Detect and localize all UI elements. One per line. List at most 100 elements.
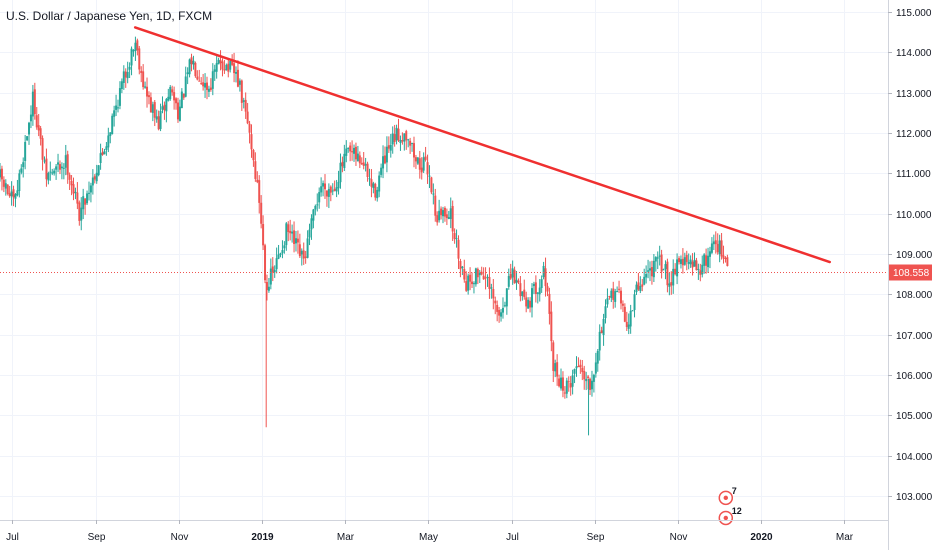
candle-body <box>697 268 700 270</box>
candle-body <box>492 289 495 299</box>
candle-body <box>300 250 303 255</box>
candle-body <box>409 140 412 146</box>
candle-body <box>2 179 5 187</box>
candle-body <box>233 63 236 74</box>
candle-body <box>159 110 162 129</box>
candle-body <box>672 268 675 286</box>
candle-body <box>430 177 433 193</box>
candle-body <box>403 133 406 142</box>
candle-body <box>451 206 454 232</box>
candle-body <box>60 166 63 169</box>
price-tick-label: 106.000 <box>896 371 932 382</box>
candle-body <box>244 99 247 112</box>
candle-body <box>449 208 452 219</box>
candle-body <box>157 116 160 130</box>
candle-body <box>316 204 319 206</box>
candle-body <box>281 250 284 254</box>
event-markers[interactable]: 7 12 <box>718 486 742 526</box>
candle-body <box>132 50 135 52</box>
candle-body <box>171 89 174 93</box>
candle-body <box>635 284 638 293</box>
candle-body <box>136 40 139 51</box>
candle-body <box>194 62 197 77</box>
candle-body <box>556 362 559 377</box>
candle-body <box>530 288 533 308</box>
candle-body <box>298 244 301 257</box>
candle-body <box>29 114 32 122</box>
candle-body <box>509 274 512 279</box>
candle-body <box>213 69 216 72</box>
price-axis[interactable]: 103.000 104.000 105.000 106.000 107.000 108.0… <box>888 0 932 550</box>
candle-body <box>482 275 485 280</box>
candle-body <box>434 195 437 216</box>
candle-body <box>679 259 682 264</box>
candle-body <box>45 158 48 180</box>
candle-body <box>318 192 321 203</box>
candle-body <box>670 282 673 286</box>
candle-body <box>602 318 605 336</box>
candle-body <box>51 172 54 174</box>
candle-body <box>262 224 265 246</box>
candlestick-series <box>0 36 729 436</box>
candle-body <box>347 147 350 149</box>
candle-body <box>453 233 456 239</box>
candle-body <box>372 183 375 189</box>
trendline-layer[interactable] <box>133 26 832 264</box>
candle-body <box>238 80 241 85</box>
price-tick-label: 108.000 <box>896 290 932 301</box>
event-marker-dot <box>723 495 728 501</box>
candle-body <box>144 86 147 88</box>
candle-body <box>604 306 607 319</box>
candle-body <box>678 258 681 263</box>
candle-body <box>623 306 626 322</box>
trendline <box>133 26 832 264</box>
candle-body <box>608 296 611 298</box>
candle-body <box>465 281 468 291</box>
candle-body <box>140 70 143 74</box>
candle-body <box>436 215 439 223</box>
candle-body <box>546 286 549 292</box>
candle-body <box>165 99 168 112</box>
candle-body <box>294 238 297 244</box>
time-tick-label: May <box>419 532 438 543</box>
candle-body <box>687 262 690 264</box>
candle-body <box>459 260 462 270</box>
candle-body <box>107 135 110 148</box>
candle-body <box>204 83 207 88</box>
candle-body <box>600 330 603 334</box>
candle-body <box>552 342 555 371</box>
candle-body <box>380 167 383 175</box>
candle-body <box>596 350 599 364</box>
candle-body <box>120 81 123 89</box>
time-tick-label: Mar <box>337 532 355 543</box>
candle-body <box>320 186 323 193</box>
candle-body <box>393 134 396 142</box>
candle-body <box>383 155 386 164</box>
candle-body <box>66 154 69 175</box>
candle-body <box>64 155 67 168</box>
candle-body <box>370 179 373 187</box>
candle-body <box>610 290 613 299</box>
candle-body <box>627 324 630 329</box>
candle-body <box>463 268 466 280</box>
candle-body <box>364 164 367 166</box>
candle-body <box>676 259 679 277</box>
price-tick-label: 110.000 <box>896 210 932 221</box>
candle-body <box>57 162 60 165</box>
candle-body <box>202 82 205 87</box>
last-price-line-layer: 108.558 <box>0 264 932 281</box>
candle-body <box>111 115 114 135</box>
candle-body <box>587 376 590 379</box>
candle-body <box>358 155 361 164</box>
candle-body <box>411 142 414 144</box>
candle-body <box>581 367 584 373</box>
candle-body <box>138 48 141 70</box>
candle-body <box>215 63 218 72</box>
candle-body <box>31 91 34 117</box>
candle-body <box>37 125 40 131</box>
time-axis[interactable]: Jul Sep Nov 2019 Mar May Jul Sep Nov 2020 Mar <box>0 520 888 543</box>
candle-body <box>486 276 489 278</box>
candle-body <box>705 255 708 266</box>
candle-body <box>523 289 526 298</box>
